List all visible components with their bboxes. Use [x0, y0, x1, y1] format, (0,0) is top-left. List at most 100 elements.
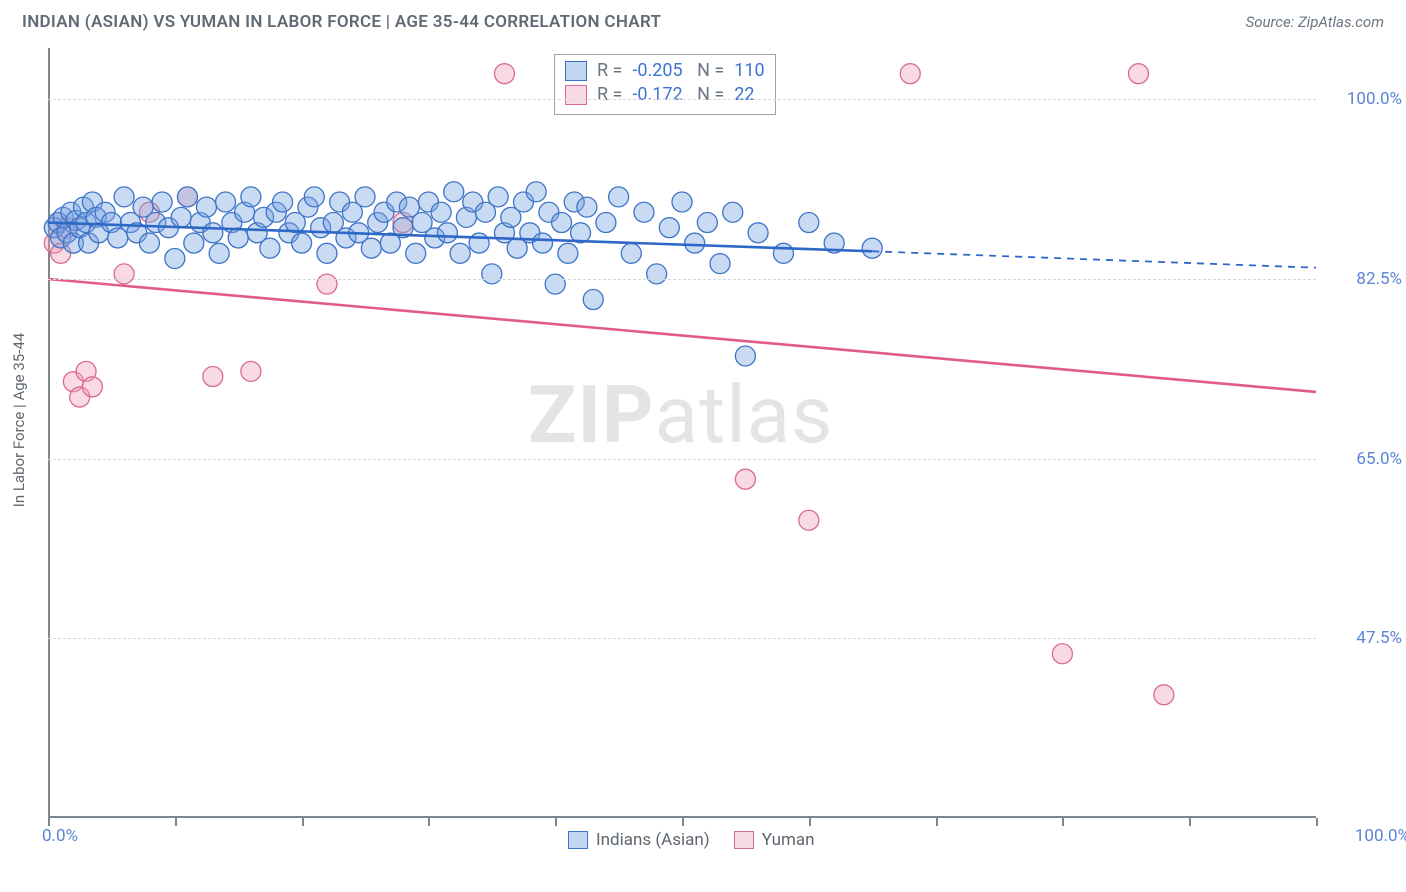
scatter-point [203, 367, 223, 387]
x-tick [1189, 818, 1191, 826]
scatter-point [634, 202, 654, 222]
scatter-point [184, 233, 204, 253]
scatter-point [152, 192, 172, 212]
scatter-point [177, 187, 197, 207]
scatter-point [241, 361, 261, 381]
gridline [48, 99, 1316, 100]
legend-swatch [734, 831, 754, 849]
scatter-point [647, 264, 667, 284]
y-tick-label: 100.0% [1347, 89, 1402, 109]
scatter-point [260, 238, 280, 258]
trend-line-indians-dash [872, 251, 1316, 267]
scatter-point [862, 238, 882, 258]
scatter-point [533, 233, 553, 253]
scatter-point [545, 274, 565, 294]
scatter-point [735, 469, 755, 489]
scatter-point [659, 218, 679, 238]
scatter-point [748, 223, 768, 243]
scatter-point [114, 187, 134, 207]
y-tick-label: 47.5% [1356, 628, 1402, 648]
scatter-point [197, 197, 217, 217]
x-tick [302, 818, 304, 826]
scatter-point [552, 213, 572, 233]
legend-n-label: N = [693, 59, 725, 83]
scatter-point [1154, 685, 1174, 705]
scatter-point [799, 510, 819, 530]
scatter-point [304, 187, 324, 207]
scatter-point [361, 238, 381, 258]
scatter-point [558, 243, 578, 263]
plot-area: ZIPatlas R =-0.205 N =110R =-0.172 N =22… [48, 48, 1316, 818]
legend-series-label: Indians (Asian) [596, 830, 710, 850]
scatter-point [482, 264, 502, 284]
x-axis-min-label: 0.0% [42, 826, 78, 846]
legend-r-label: R = [597, 83, 622, 107]
y-axis-label: In Labor Force | Age 35-44 [10, 333, 28, 507]
scatter-point [494, 64, 514, 84]
legend-n-label: N = [693, 83, 725, 107]
source-label: Source: ZipAtlas.com [1246, 13, 1384, 31]
chart-title: INDIAN (ASIAN) VS YUMAN IN LABOR FORCE |… [22, 12, 661, 32]
x-tick [555, 818, 557, 826]
legend-correlation: R = -0.205 N = 110 R = -0.172 N = 22 [554, 54, 776, 115]
legend-item: Indians (Asian) [568, 830, 710, 850]
scatter-point [710, 254, 730, 274]
scatter-point [735, 346, 755, 366]
scatter-point [203, 223, 223, 243]
scatter-point [114, 264, 134, 284]
scatter-point [577, 197, 597, 217]
x-tick [428, 818, 430, 826]
scatter-point [450, 243, 470, 263]
legend-r-value: -0.205 [632, 59, 682, 83]
scatter-point [596, 213, 616, 233]
x-tick [936, 818, 938, 826]
scatter-point [292, 233, 312, 253]
legend-n-value: 110 [734, 59, 764, 83]
scatter-point [685, 233, 705, 253]
trend-line-yuman [48, 279, 1316, 392]
x-tick [809, 818, 811, 826]
scatter-point [799, 213, 819, 233]
scatter-point [723, 202, 743, 222]
scatter-point [621, 243, 641, 263]
x-tick [1316, 818, 1318, 826]
scatter-point [273, 192, 293, 212]
legend-r-label: R = [597, 59, 622, 83]
legend-series: Indians (Asian) Yuman [568, 830, 815, 850]
scatter-point [437, 223, 457, 243]
scatter-point [431, 202, 451, 222]
scatter-point [317, 274, 337, 294]
x-axis-max-label: 100.0% [1355, 826, 1406, 846]
y-tick-label: 82.5% [1356, 269, 1402, 289]
scatter-point [82, 377, 102, 397]
scatter-point [583, 290, 603, 310]
scatter-point [355, 187, 375, 207]
x-tick [175, 818, 177, 826]
legend-item: Yuman [734, 830, 815, 850]
scatter-point [526, 182, 546, 202]
chart-svg [48, 48, 1316, 818]
y-tick-label: 65.0% [1356, 449, 1402, 469]
scatter-point [406, 243, 426, 263]
legend-row: R = -0.172 N = 22 [565, 83, 765, 107]
legend-swatch [565, 61, 587, 81]
gridline [48, 638, 1316, 639]
scatter-point [1052, 644, 1072, 664]
scatter-point [444, 182, 464, 202]
scatter-point [317, 243, 337, 263]
x-tick [1062, 818, 1064, 826]
scatter-point [165, 248, 185, 268]
gridline [48, 459, 1316, 460]
x-tick [682, 818, 684, 826]
scatter-point [672, 192, 692, 212]
legend-n-value: 22 [734, 83, 754, 107]
scatter-point [609, 187, 629, 207]
scatter-point [171, 207, 191, 227]
scatter-point [697, 213, 717, 233]
legend-row: R = -0.205 N = 110 [565, 59, 765, 83]
scatter-point [139, 233, 159, 253]
scatter-point [900, 64, 920, 84]
legend-r-value: -0.172 [632, 83, 682, 107]
scatter-point [209, 243, 229, 263]
legend-series-label: Yuman [762, 830, 815, 850]
